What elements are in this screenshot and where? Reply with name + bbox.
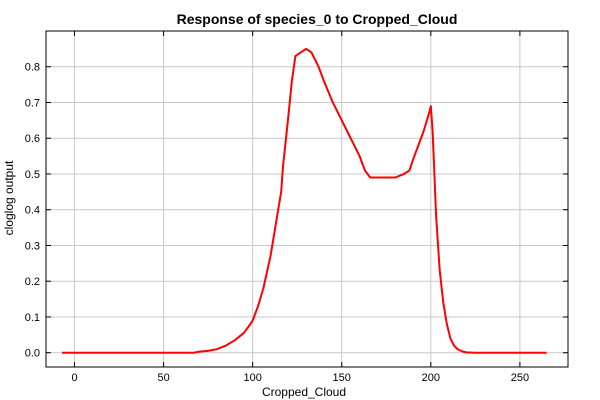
y-tick-label: 0.3 [25, 240, 40, 252]
grid [46, 31, 568, 367]
x-tick-label: 50 [157, 372, 169, 384]
y-tick-label: 0.6 [25, 133, 40, 145]
y-tick-label: 0.7 [25, 97, 40, 109]
x-axis-label: Cropped_Cloud [262, 385, 346, 399]
x-tick-label: 250 [511, 372, 529, 384]
y-tick-label: 0.0 [25, 348, 40, 360]
y-tick-labels: 0.0 0.1 0.2 0.3 0.4 0.5 0.6 0.7 0.8 [25, 62, 40, 360]
x-tick-labels: 0 50 100 150 200 250 [71, 372, 529, 384]
x-tick-label: 150 [333, 372, 351, 384]
y-tick-label: 0.5 [25, 169, 40, 181]
y-tick-label: 0.8 [25, 62, 40, 74]
tick-marks [46, 31, 568, 367]
x-tick-label: 200 [422, 372, 440, 384]
response-curve [62, 47, 547, 354]
x-tick-label: 100 [243, 372, 261, 384]
y-axis-label: cloglog output [2, 160, 16, 235]
plot-frame [45, 30, 569, 368]
y-tick-label: 0.1 [25, 312, 40, 324]
y-tick-label: 0.2 [25, 276, 40, 288]
x-tick-label: 0 [71, 372, 77, 384]
chart-title: Response of species_0 to Cropped_Cloud [177, 11, 458, 27]
series-layer [62, 47, 547, 354]
y-tick-label: 0.4 [25, 205, 40, 217]
